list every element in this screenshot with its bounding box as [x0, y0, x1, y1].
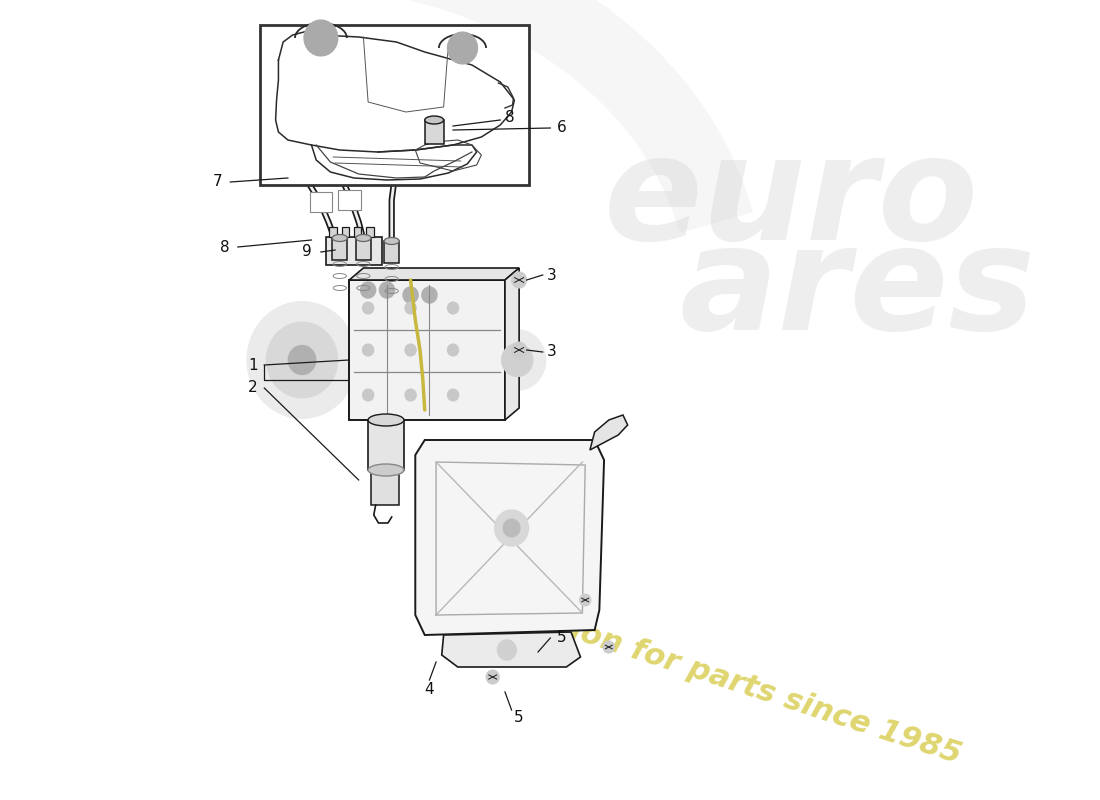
Bar: [338, 190, 361, 210]
Circle shape: [502, 343, 532, 377]
Bar: [349, 280, 505, 420]
Ellipse shape: [368, 414, 404, 426]
Circle shape: [488, 330, 546, 390]
Bar: [309, 192, 332, 212]
Text: 7: 7: [212, 174, 222, 190]
Bar: [329, 227, 337, 237]
Bar: [326, 237, 383, 265]
Text: 8: 8: [505, 110, 515, 126]
Circle shape: [403, 287, 418, 303]
Circle shape: [361, 282, 376, 298]
Ellipse shape: [355, 234, 371, 242]
Text: 6: 6: [557, 121, 566, 135]
Text: 8: 8: [220, 239, 230, 254]
Ellipse shape: [425, 116, 443, 124]
Circle shape: [503, 519, 520, 537]
Bar: [368, 420, 404, 470]
Circle shape: [603, 641, 615, 653]
Polygon shape: [442, 632, 581, 667]
Text: 9: 9: [301, 245, 311, 259]
Bar: [332, 238, 348, 260]
Text: a passion for parts since 1985: a passion for parts since 1985: [462, 581, 966, 769]
Polygon shape: [590, 415, 628, 450]
Text: 1: 1: [249, 358, 257, 373]
Circle shape: [405, 344, 416, 356]
Circle shape: [248, 302, 356, 418]
Polygon shape: [505, 268, 519, 420]
Text: ares: ares: [680, 219, 1036, 361]
Bar: [371, 473, 399, 505]
Text: 5: 5: [515, 710, 524, 726]
Circle shape: [362, 389, 374, 401]
Bar: [425, 120, 443, 144]
Text: 4: 4: [425, 682, 435, 698]
Circle shape: [422, 287, 437, 303]
Circle shape: [497, 640, 516, 660]
Circle shape: [486, 670, 499, 684]
Bar: [355, 238, 371, 260]
Text: 3: 3: [548, 267, 557, 282]
Bar: [342, 227, 349, 237]
Circle shape: [512, 272, 527, 288]
Circle shape: [448, 344, 459, 356]
Bar: [354, 227, 362, 237]
Circle shape: [448, 32, 477, 64]
Circle shape: [288, 346, 316, 374]
Circle shape: [362, 302, 374, 314]
Circle shape: [405, 302, 416, 314]
Circle shape: [448, 302, 459, 314]
Text: 2: 2: [249, 381, 257, 395]
Circle shape: [405, 389, 416, 401]
Ellipse shape: [384, 238, 399, 245]
Circle shape: [304, 20, 338, 56]
Bar: [260, 25, 529, 185]
Circle shape: [379, 282, 395, 298]
Circle shape: [362, 344, 374, 356]
Circle shape: [512, 342, 527, 358]
Polygon shape: [349, 268, 519, 280]
Circle shape: [266, 322, 338, 398]
Bar: [366, 227, 374, 237]
Circle shape: [448, 389, 459, 401]
Ellipse shape: [332, 234, 348, 242]
Polygon shape: [416, 440, 604, 635]
Text: euro: euro: [604, 130, 979, 270]
Circle shape: [580, 594, 591, 606]
Bar: [384, 241, 399, 263]
Circle shape: [495, 510, 529, 546]
Ellipse shape: [368, 464, 404, 476]
Text: 5: 5: [557, 630, 566, 646]
Text: 3: 3: [548, 345, 557, 359]
